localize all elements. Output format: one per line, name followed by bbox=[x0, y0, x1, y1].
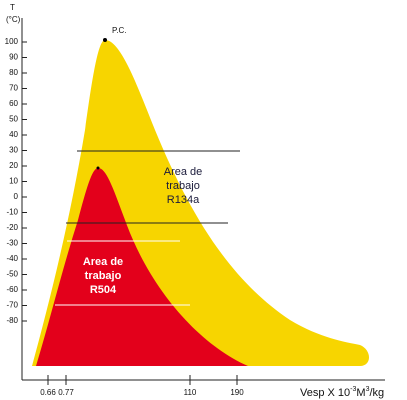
y-tick-label: -70 bbox=[6, 301, 18, 310]
y-tick-label: -20 bbox=[6, 223, 18, 232]
x-title-part: 3 bbox=[366, 386, 370, 393]
critical-point bbox=[96, 166, 100, 170]
y-tick-label: -40 bbox=[6, 254, 18, 263]
y-tick-label: 80 bbox=[9, 68, 18, 77]
y-tick-label: 10 bbox=[9, 177, 18, 186]
area-label: trabajo bbox=[85, 270, 122, 282]
y-tick-label: 0 bbox=[14, 192, 19, 201]
y-title: T bbox=[10, 3, 15, 12]
x-tick-label: 110 bbox=[184, 388, 197, 397]
x-title-part: -3 bbox=[350, 386, 356, 393]
x-tick-label: 0.77 bbox=[58, 388, 74, 397]
area-label: R504 bbox=[90, 284, 117, 296]
x-title: Vesp X 10-3M3/kg bbox=[300, 386, 384, 399]
y-tick-label: 40 bbox=[9, 130, 18, 139]
y-tick-label: 70 bbox=[9, 84, 18, 93]
y-tick-label: 20 bbox=[9, 161, 18, 170]
y-tick-label: -60 bbox=[6, 285, 18, 294]
y-tick-label: 50 bbox=[9, 115, 18, 124]
area-label: Area de bbox=[164, 166, 203, 178]
area-label: trabajo bbox=[166, 180, 200, 192]
x-tick-label: 0.66 bbox=[40, 388, 56, 397]
y-tick-label: -50 bbox=[6, 270, 18, 279]
y-tick-label: 90 bbox=[9, 53, 18, 62]
y-tick-label: 60 bbox=[9, 99, 18, 108]
critical-point bbox=[103, 38, 107, 42]
x-title-part: Vesp X 10 bbox=[300, 387, 350, 399]
y-tick-label: 100 bbox=[5, 37, 19, 46]
r504-area bbox=[36, 168, 248, 366]
x-tick-label: 190 bbox=[230, 388, 244, 397]
y-tick-label: -30 bbox=[6, 239, 18, 248]
area-label: Area de bbox=[83, 256, 123, 268]
y-tick-label: -80 bbox=[6, 316, 18, 325]
y-unit: (°C) bbox=[6, 15, 21, 24]
x-title-part: /kg bbox=[369, 387, 384, 399]
annotation: P.C. bbox=[112, 26, 127, 35]
x-title-part: M bbox=[356, 387, 365, 399]
y-tick-label: 30 bbox=[9, 146, 18, 155]
area-label: R134a bbox=[167, 194, 200, 206]
y-tick-label: -10 bbox=[6, 208, 18, 217]
